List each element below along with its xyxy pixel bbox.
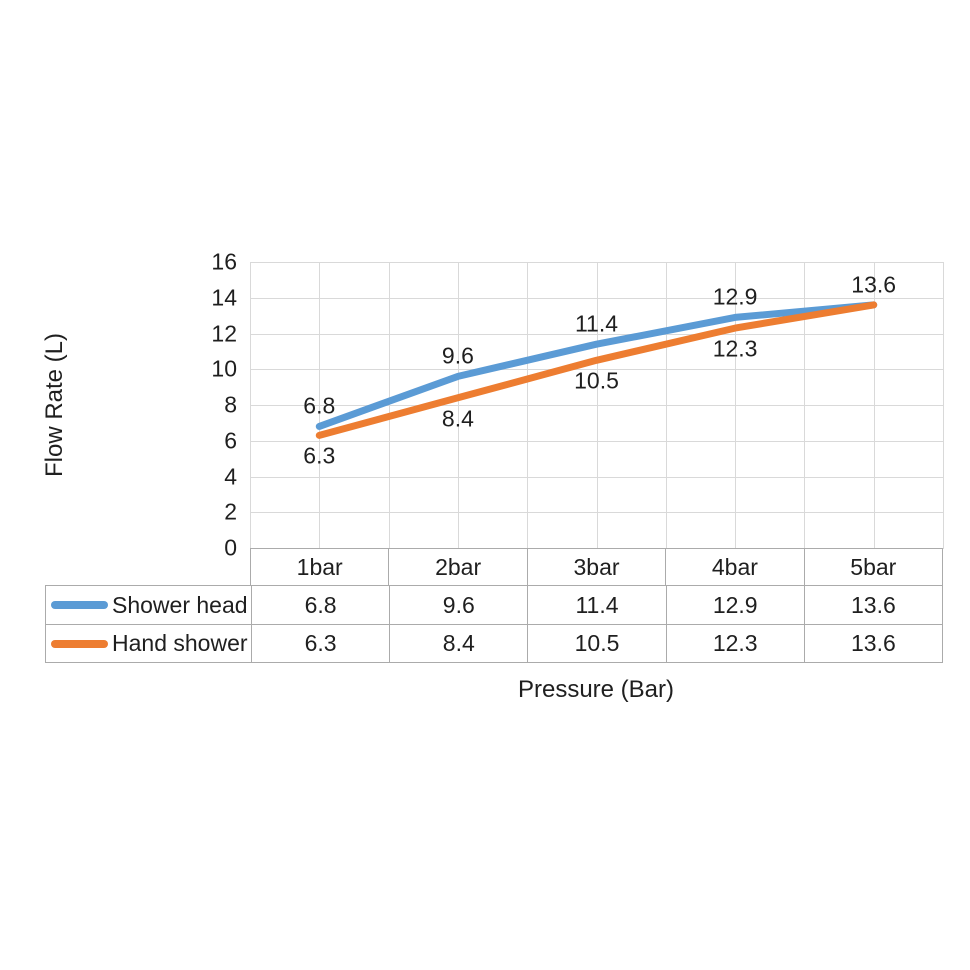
series-line-shower-head	[315, 301, 878, 430]
y-tick-label: 0	[224, 534, 237, 561]
data-label: 6.8	[303, 392, 336, 419]
y-tick-label: 2	[224, 498, 237, 525]
table-value-cell: 12.9	[665, 586, 804, 624]
table-value-cell: 11.4	[527, 586, 665, 624]
table-value-cell: 13.6	[803, 624, 942, 662]
y-tick-label: 12	[211, 320, 237, 346]
series-line-hand-shower	[315, 301, 878, 439]
plot-area	[250, 262, 944, 549]
table-value-cell: 12.3	[665, 624, 804, 662]
series-name-label: Shower head	[112, 591, 248, 618]
x-category-label: 4bar	[665, 549, 803, 585]
data-table: Shower head 6.8 9.6 11.4 12.9 13.6 Hand shower…	[45, 585, 943, 663]
table-value-cell: 9.6	[389, 586, 527, 624]
data-label: 13.6	[851, 271, 897, 298]
table-value-cell: 10.5	[527, 624, 666, 662]
data-label: 9.6	[441, 342, 474, 369]
series-name-cell: Shower head	[46, 586, 251, 624]
table-value-cell: 6.3	[251, 624, 390, 662]
y-tick-label: 6	[224, 427, 237, 454]
table-value-cell: 8.4	[389, 624, 528, 662]
series-name-cell: Hand shower	[46, 624, 251, 662]
y-tick-label: 4	[224, 463, 237, 489]
data-label: 12.9	[712, 283, 758, 310]
y-tick-label: 14	[211, 284, 237, 311]
data-label: 12.3	[712, 335, 758, 362]
y-tick-label: 8	[224, 391, 237, 418]
x-category-label: 2bar	[388, 549, 526, 585]
data-label: 10.5	[574, 367, 619, 394]
legend-swatch-shower-head	[51, 601, 108, 609]
x-category-label: 1bar	[296, 553, 343, 580]
y-tick-label: 10	[211, 355, 237, 382]
series-name-label: Hand shower	[112, 630, 248, 656]
data-label: 8.4	[441, 405, 474, 432]
data-label: 6.3	[303, 442, 336, 469]
x-category-label: 3bar	[526, 549, 665, 585]
x-axis-title: Pressure (Bar)	[517, 676, 675, 703]
data-label: 11.4	[574, 310, 619, 337]
y-tick-label: 16	[211, 248, 237, 275]
legend-swatch-hand-shower	[51, 639, 108, 648]
y-axis-title: Flow Rate (L)	[41, 332, 68, 478]
x-axis-category-row: 1bar 2bar 3bar 4bar 5bar	[250, 548, 943, 585]
x-category-label: 5bar	[803, 549, 942, 585]
table-value-cell: 6.8	[251, 586, 389, 624]
table-value-cell: 13.6	[803, 586, 942, 624]
